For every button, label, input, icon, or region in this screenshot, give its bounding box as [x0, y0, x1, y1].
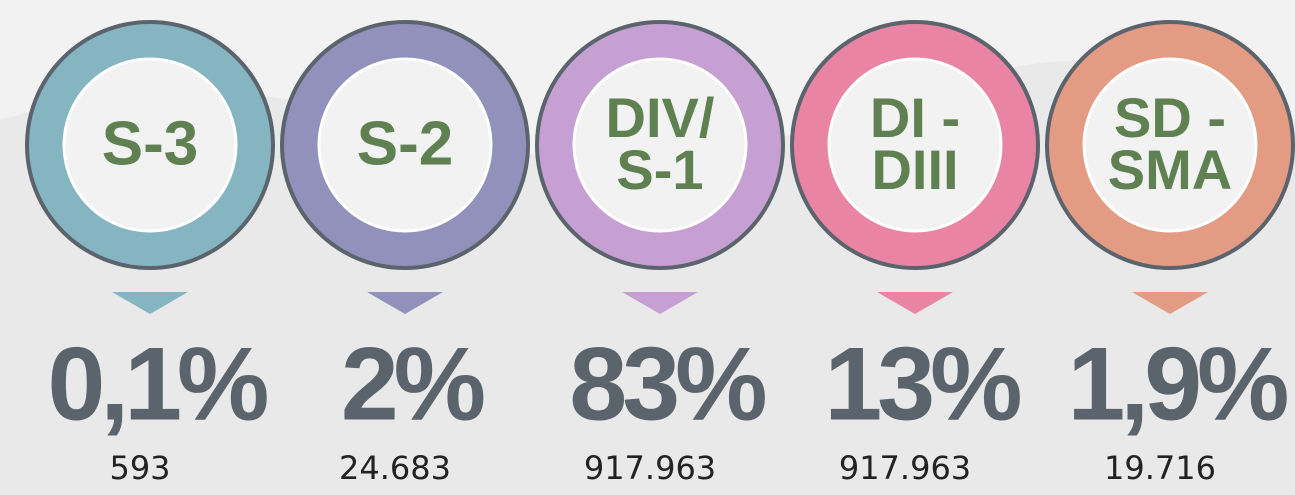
level-label: SMA — [1108, 138, 1232, 201]
level-label: S-3 — [102, 109, 198, 178]
percentage: 83% — [569, 326, 765, 442]
count: 24.683 — [339, 449, 451, 487]
level-label: DI - — [870, 86, 960, 149]
level-label: SD - — [1114, 86, 1226, 149]
pointer — [622, 292, 698, 314]
inner-circle — [572, 57, 748, 233]
pointer — [112, 292, 188, 314]
level-label: S-1 — [616, 138, 703, 201]
count: 593 — [109, 449, 170, 487]
pointer — [1132, 292, 1208, 314]
percentage: 0,1% — [47, 326, 267, 442]
percentage: 2% — [341, 326, 484, 442]
inner-circle — [317, 57, 493, 233]
inner-circle — [827, 57, 1003, 233]
pointer — [877, 292, 953, 314]
inner-circle — [1082, 57, 1258, 233]
percentage: 13% — [824, 326, 1020, 442]
level-label: S-2 — [357, 109, 453, 178]
percentage: 1,9% — [1067, 326, 1287, 442]
pointer — [367, 292, 443, 314]
count: 19.716 — [1104, 449, 1216, 487]
count: 917.963 — [839, 449, 971, 487]
level-label: DIV/ — [606, 86, 715, 149]
level-label: DIII — [871, 138, 958, 201]
count: 917.963 — [584, 449, 716, 487]
inner-circle — [62, 57, 238, 233]
